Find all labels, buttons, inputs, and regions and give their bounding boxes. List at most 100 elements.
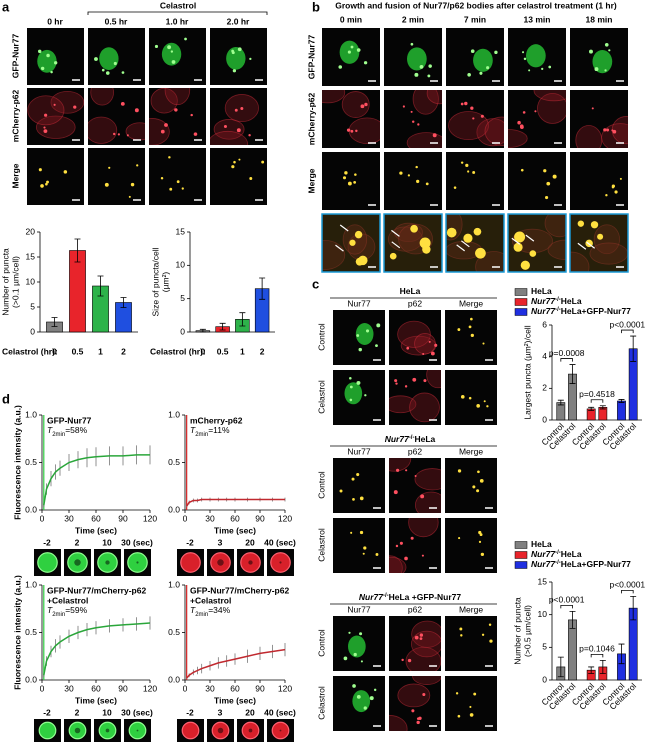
punctum	[528, 69, 531, 72]
micrograph-bg	[445, 676, 497, 731]
x-tick-label: 0.5	[72, 346, 84, 356]
y-axis-label: Size of puncta/cell	[150, 247, 160, 316]
y-tick-label: 5	[180, 293, 185, 303]
punctum	[489, 639, 493, 643]
punctum	[112, 132, 116, 136]
micrograph	[333, 616, 385, 671]
micrograph-bg	[384, 152, 442, 210]
cell	[27, 95, 65, 126]
thumb-label: 10	[102, 537, 112, 547]
text-part: 2min	[52, 432, 65, 438]
text-part: -/-	[555, 297, 561, 303]
micrograph	[333, 518, 385, 573]
punctum	[360, 104, 365, 109]
micrograph-bg	[149, 148, 206, 205]
punctum	[168, 156, 171, 159]
bleach-spot	[74, 727, 81, 734]
micrograph-bg	[333, 458, 385, 513]
legend-swatch	[514, 541, 528, 549]
cell	[611, 116, 628, 145]
micrograph	[508, 214, 566, 272]
punctum	[467, 170, 470, 173]
y-tick-label: 1.0	[25, 579, 37, 589]
cell	[389, 458, 412, 472]
punctum	[231, 165, 235, 169]
significance-bracket	[621, 589, 634, 594]
punctum	[40, 66, 45, 71]
punctum	[552, 174, 557, 179]
punctum	[410, 536, 414, 540]
punctum	[522, 111, 526, 114]
y-axis-label: Largest puncta (µm²)/cell	[522, 325, 532, 419]
cell	[414, 333, 436, 355]
punctum	[486, 66, 490, 70]
micrograph	[384, 28, 442, 86]
cell	[426, 370, 441, 389]
arrow	[577, 242, 587, 250]
punctum	[410, 42, 414, 46]
cell	[411, 620, 441, 648]
punctum	[354, 230, 363, 239]
punctum	[395, 544, 399, 548]
error-bar	[219, 322, 226, 331]
cell	[409, 392, 440, 423]
punctum	[614, 190, 618, 194]
zoom-border	[445, 213, 505, 273]
row-label: Celastrol	[316, 380, 326, 414]
nucleus	[226, 46, 246, 70]
thumb-label: 10	[102, 707, 112, 717]
column-label: 13 min	[524, 14, 551, 24]
text-part: -/-	[555, 307, 561, 313]
bleach-spot	[136, 561, 139, 564]
column-label: 0 hr	[47, 16, 63, 26]
text-part: 2min	[52, 612, 65, 618]
punctum	[477, 470, 480, 474]
cell	[426, 90, 442, 105]
panel-label: d	[2, 391, 10, 406]
error-bar	[120, 297, 127, 308]
micrograph-bg	[508, 152, 566, 210]
punctum	[459, 627, 463, 631]
punctum	[414, 635, 419, 640]
x-axis-label: Time (sec)	[214, 525, 256, 535]
micrograph	[322, 28, 380, 86]
punctum	[422, 352, 425, 355]
text-part: -/-	[555, 560, 561, 566]
punctum	[470, 49, 475, 54]
punctum	[411, 120, 415, 123]
punctum	[167, 45, 172, 50]
legend-label: HeLa	[531, 539, 552, 549]
thumb-label: -2	[43, 537, 51, 547]
text-part: T	[47, 605, 53, 615]
bleach-spot	[136, 729, 139, 732]
column-label: p62	[408, 446, 422, 456]
cell	[537, 93, 566, 124]
y-tick-label: 4	[542, 351, 547, 361]
text-part: =58%	[65, 425, 87, 435]
micrograph	[446, 152, 504, 210]
series-line	[43, 454, 150, 506]
series-line	[186, 648, 286, 679]
cell	[389, 715, 408, 731]
thumb-label: 40 (sec)	[264, 537, 296, 547]
column-label: Nur77	[347, 604, 370, 614]
micrograph	[88, 28, 145, 85]
y-tick-label: 0.5	[25, 457, 37, 467]
y-tick-label: 0	[30, 326, 35, 336]
punctum	[416, 720, 420, 725]
micrograph	[384, 90, 442, 148]
punctum	[108, 166, 111, 169]
micrograph	[570, 214, 628, 272]
y-tick-label: 0.5	[168, 457, 180, 467]
micrograph-bg	[570, 152, 628, 210]
micrograph	[333, 458, 385, 513]
panel-header: Celastrol	[160, 0, 196, 10]
cell	[414, 491, 441, 513]
punctum	[612, 129, 617, 134]
cell	[389, 395, 417, 414]
x-tick-label: 30	[64, 513, 74, 523]
row-label: Celastrol	[316, 528, 326, 562]
cell	[412, 676, 441, 685]
punctum	[468, 396, 472, 400]
